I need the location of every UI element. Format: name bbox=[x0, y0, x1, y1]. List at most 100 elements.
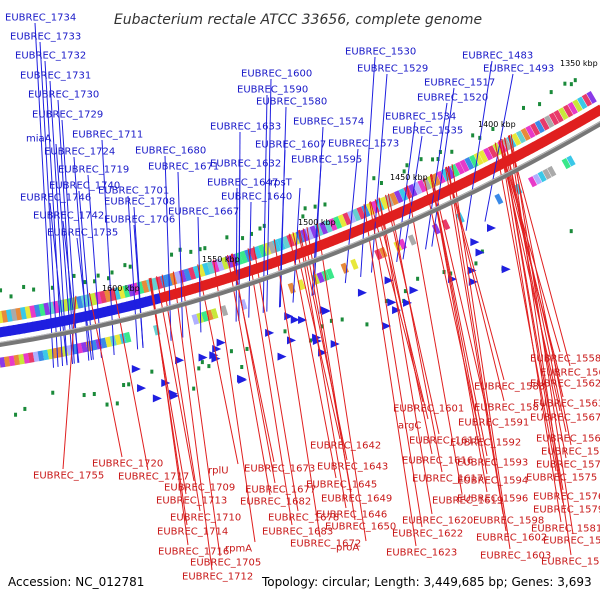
gc-mark bbox=[22, 284, 26, 289]
cog-band bbox=[169, 272, 178, 286]
gene-feature bbox=[480, 166, 491, 179]
gene-label-reverse: EUBREC_1596 bbox=[457, 494, 528, 505]
label-connector-forward bbox=[278, 149, 286, 308]
gene-label-forward: EUBREC_1746 bbox=[20, 193, 91, 204]
gene-arrow bbox=[384, 276, 394, 285]
cog-band bbox=[290, 232, 300, 246]
gene-label-reverse: EUBREC_1601 bbox=[393, 404, 464, 415]
cog-band bbox=[239, 250, 249, 264]
label-connector-forward bbox=[133, 224, 144, 349]
gene-label-forward: EUBREC_1731 bbox=[20, 71, 91, 82]
gene-feature bbox=[485, 164, 496, 176]
gene-feature bbox=[314, 240, 325, 252]
cog-band bbox=[558, 107, 569, 121]
cog-band bbox=[122, 284, 131, 298]
gene-label-forward: EUBREC_1734 bbox=[5, 13, 76, 24]
gene-label-reverse: EUBREC_1713 bbox=[156, 496, 227, 507]
gc-mark bbox=[384, 299, 388, 304]
label-connector-reverse bbox=[62, 295, 77, 470]
label-connector-reverse bbox=[445, 167, 504, 515]
gene-feature bbox=[258, 260, 268, 273]
cog-band bbox=[323, 219, 333, 233]
gc-mark bbox=[110, 270, 114, 275]
cog-band bbox=[408, 183, 418, 197]
gene-label-reverse: EUBREC_1720 bbox=[92, 459, 163, 470]
cog-band bbox=[511, 132, 522, 146]
label-connector-reverse bbox=[507, 135, 571, 367]
label-connector-reverse bbox=[504, 137, 567, 433]
gene-feature bbox=[333, 232, 344, 245]
label-connector-forward bbox=[402, 135, 423, 260]
gc-mark bbox=[0, 288, 3, 293]
cog-band bbox=[532, 173, 542, 185]
gc-mark bbox=[83, 280, 87, 285]
gene-label-reverse: EUBREC_1620 bbox=[402, 516, 473, 527]
gene-arrow bbox=[290, 315, 300, 324]
gene-arrow bbox=[131, 364, 141, 373]
gc-mark bbox=[92, 392, 96, 397]
gc-mark bbox=[379, 181, 383, 186]
label-connector-reverse bbox=[445, 166, 505, 402]
gene-feature bbox=[267, 257, 277, 269]
gene-label-reverse: EUBREC_1643 bbox=[317, 462, 388, 473]
gene-label-forward: EUBREC_1632 bbox=[210, 159, 281, 170]
gene-feature bbox=[475, 168, 486, 181]
gene-feature bbox=[286, 250, 296, 263]
label-connector-reverse bbox=[499, 140, 562, 523]
gc-mark bbox=[431, 157, 435, 162]
label-connector-forward bbox=[484, 73, 514, 222]
gc-mark bbox=[340, 317, 344, 322]
gene-feature bbox=[579, 112, 591, 125]
gene-label-reverse: EUBREC_1602 bbox=[476, 533, 547, 544]
gene-label-forward: rpsT bbox=[270, 178, 293, 189]
cog-band bbox=[483, 147, 494, 161]
cog-band bbox=[174, 271, 183, 284]
gc-mark bbox=[93, 279, 97, 284]
gene-arrow bbox=[475, 248, 485, 257]
gc-mark bbox=[229, 349, 233, 354]
label-connector-forward bbox=[266, 78, 272, 312]
gene-feature bbox=[589, 107, 600, 120]
gc-mark bbox=[480, 249, 484, 254]
gene-arrow bbox=[392, 306, 402, 315]
gene-feature bbox=[343, 228, 353, 241]
gc-mark bbox=[170, 252, 174, 257]
gene-label-forward: EUBREC_1732 bbox=[15, 51, 86, 62]
gc-mark bbox=[23, 406, 27, 411]
cog-band bbox=[581, 93, 593, 107]
gc-mark bbox=[403, 289, 407, 294]
gene-label-reverse: argC bbox=[398, 421, 421, 432]
gc-mark bbox=[283, 329, 287, 334]
gene-feature bbox=[437, 187, 448, 199]
gene-feature bbox=[537, 136, 548, 149]
gc-mark bbox=[301, 214, 305, 219]
cog-band bbox=[542, 168, 552, 180]
cog-band bbox=[192, 265, 201, 279]
cog-band bbox=[117, 286, 126, 299]
cog-band bbox=[160, 275, 169, 288]
gene-label-forward: EUBREC_1680 bbox=[135, 146, 206, 157]
cog-band bbox=[431, 172, 442, 186]
label-connector-reverse bbox=[363, 204, 417, 547]
label-connector-reverse bbox=[161, 274, 201, 512]
gene-label-reverse: EUBREC_1622 bbox=[392, 529, 463, 540]
label-connector-reverse bbox=[447, 165, 507, 532]
gene-arrow bbox=[403, 298, 413, 307]
cog-band bbox=[478, 149, 489, 163]
cog-band bbox=[407, 234, 417, 246]
gene-label-reverse: EUBREC_1716 bbox=[158, 547, 229, 558]
gene-label-reverse: EUBREC_1571 bbox=[536, 460, 600, 471]
label-connector-forward bbox=[431, 87, 455, 247]
gc-mark bbox=[96, 273, 100, 278]
gene-feature bbox=[461, 175, 472, 188]
cog-band bbox=[5, 309, 13, 322]
map-title: Eubacterium rectale ATCC 33656, complete… bbox=[114, 12, 482, 28]
gc-mark bbox=[372, 176, 376, 181]
gene-feature bbox=[594, 104, 600, 117]
gc-mark bbox=[241, 236, 245, 241]
cog-band bbox=[319, 221, 329, 235]
cog-band bbox=[103, 289, 112, 303]
gene-label-forward: EUBREC_1607 bbox=[255, 140, 326, 151]
gene-label-reverse: EUBREC_1677 bbox=[245, 485, 316, 496]
gc-mark bbox=[569, 229, 573, 234]
